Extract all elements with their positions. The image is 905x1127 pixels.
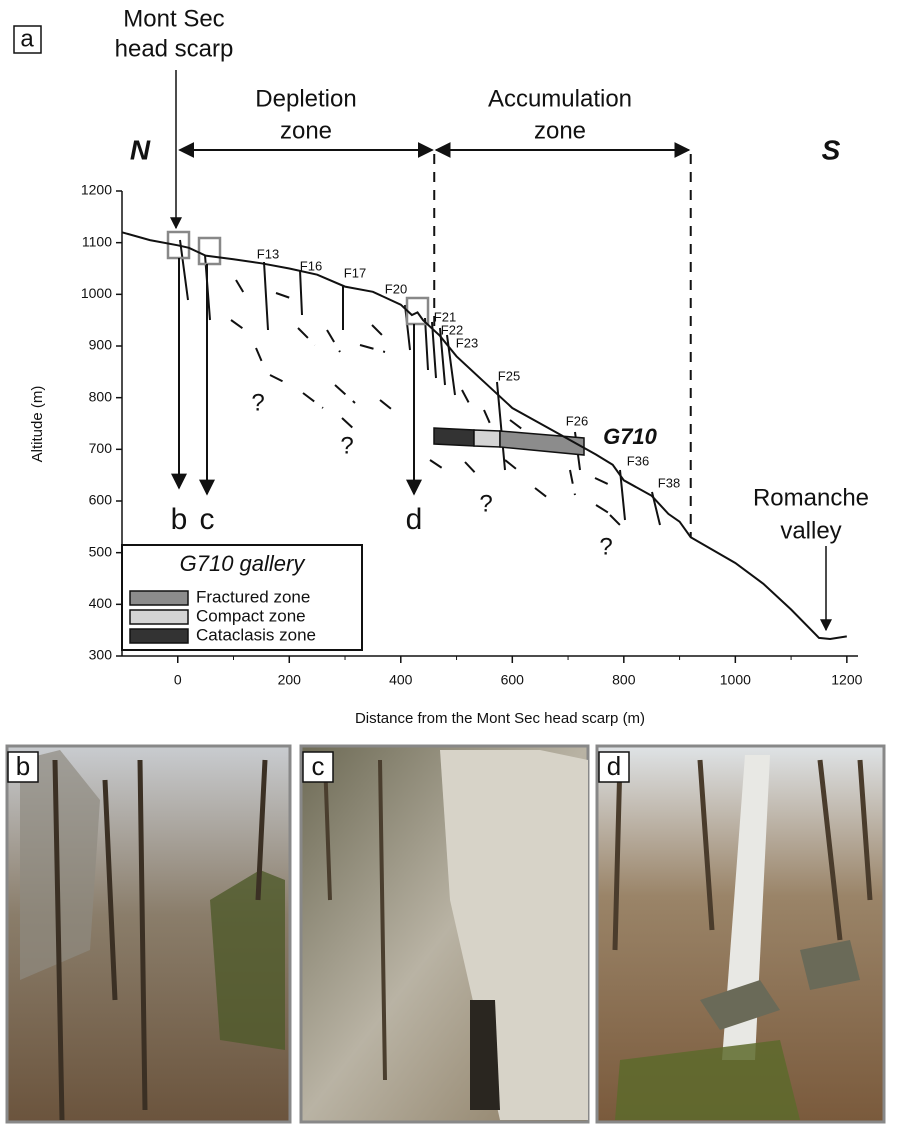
y-tick-label: 700 — [89, 440, 113, 456]
x-tick-label: 1000 — [720, 672, 751, 688]
head-scarp-label: Mont Sec — [123, 5, 224, 32]
fault-label: F16 — [300, 258, 322, 273]
x-tick-label: 600 — [501, 672, 525, 688]
y-tick-label: 1200 — [81, 182, 112, 198]
fault-label: F26 — [566, 413, 588, 428]
photo-point: b — [171, 503, 188, 536]
y-tick-label: 1100 — [82, 233, 112, 249]
fault-label: F23 — [456, 335, 478, 350]
photo-point: c — [200, 503, 215, 536]
topographic-profile — [121, 231, 847, 641]
question-mark: ? — [340, 432, 353, 459]
fault-label: F22 — [441, 322, 463, 337]
panel-box — [13, 25, 42, 54]
x-tick-label: 0 — [174, 672, 182, 688]
direction-label: N — [130, 134, 151, 165]
legend-swatch — [129, 609, 189, 625]
zone-label: Accumulation — [488, 85, 632, 112]
x-tick-label: 200 — [278, 672, 302, 688]
head-scarp-label: head scarp — [115, 35, 234, 62]
zone-label: Depletion — [255, 85, 356, 112]
legend-swatch — [129, 590, 189, 606]
legend-entry: Cataclasis zone — [196, 625, 316, 644]
photos: b c d — [5, 744, 886, 1124]
fault-label: F13 — [257, 246, 279, 261]
y-axis-label: Altitude (m) — [29, 386, 46, 463]
gallery-name: G710 — [603, 424, 658, 449]
panel-label: a — [20, 25, 34, 52]
y-tick-label: 400 — [89, 595, 113, 611]
y-tick-label: 900 — [89, 337, 113, 353]
y-tick-label: 500 — [89, 543, 113, 559]
x-tick-label: 800 — [612, 672, 636, 688]
valley-label: valley — [780, 517, 841, 544]
zone-label: zone — [534, 117, 586, 144]
legend-swatch — [129, 628, 189, 644]
fault-label: F21 — [434, 309, 456, 324]
fault-label: F20 — [385, 281, 407, 296]
direction-label: S — [822, 134, 841, 165]
fault-label: F17 — [344, 265, 366, 280]
legend-entry: Fractured zone — [196, 587, 310, 606]
photo-point: d — [406, 503, 423, 536]
zone-label: zone — [280, 117, 332, 144]
question-mark: ? — [251, 389, 264, 416]
question-mark: ? — [479, 490, 492, 517]
valley-label: Romanche — [753, 484, 869, 511]
photo-label: d — [607, 751, 621, 781]
x-axis-label: Distance from the Mont Sec head scarp (m… — [355, 710, 645, 727]
y-tick-label: 1000 — [81, 285, 112, 301]
faults — [179, 239, 661, 526]
y-tick-label: 600 — [89, 492, 113, 508]
y-tick-label: 800 — [89, 388, 113, 404]
x-tick-label: 400 — [389, 672, 413, 688]
y-tick-label: 300 — [89, 647, 113, 663]
photo-label: c — [312, 751, 325, 781]
photo-label: b — [16, 751, 30, 781]
fault-label: F25 — [498, 368, 520, 383]
fault-label: F38 — [658, 475, 680, 490]
question-mark: ? — [599, 533, 612, 560]
x-tick-label: 1200 — [831, 672, 862, 688]
legend-title: G710 gallery — [180, 551, 307, 576]
legend-entry: Compact zone — [196, 606, 306, 625]
fault-label: F36 — [627, 453, 649, 468]
photo-arrows — [171, 258, 422, 496]
gallery — [433, 427, 585, 456]
